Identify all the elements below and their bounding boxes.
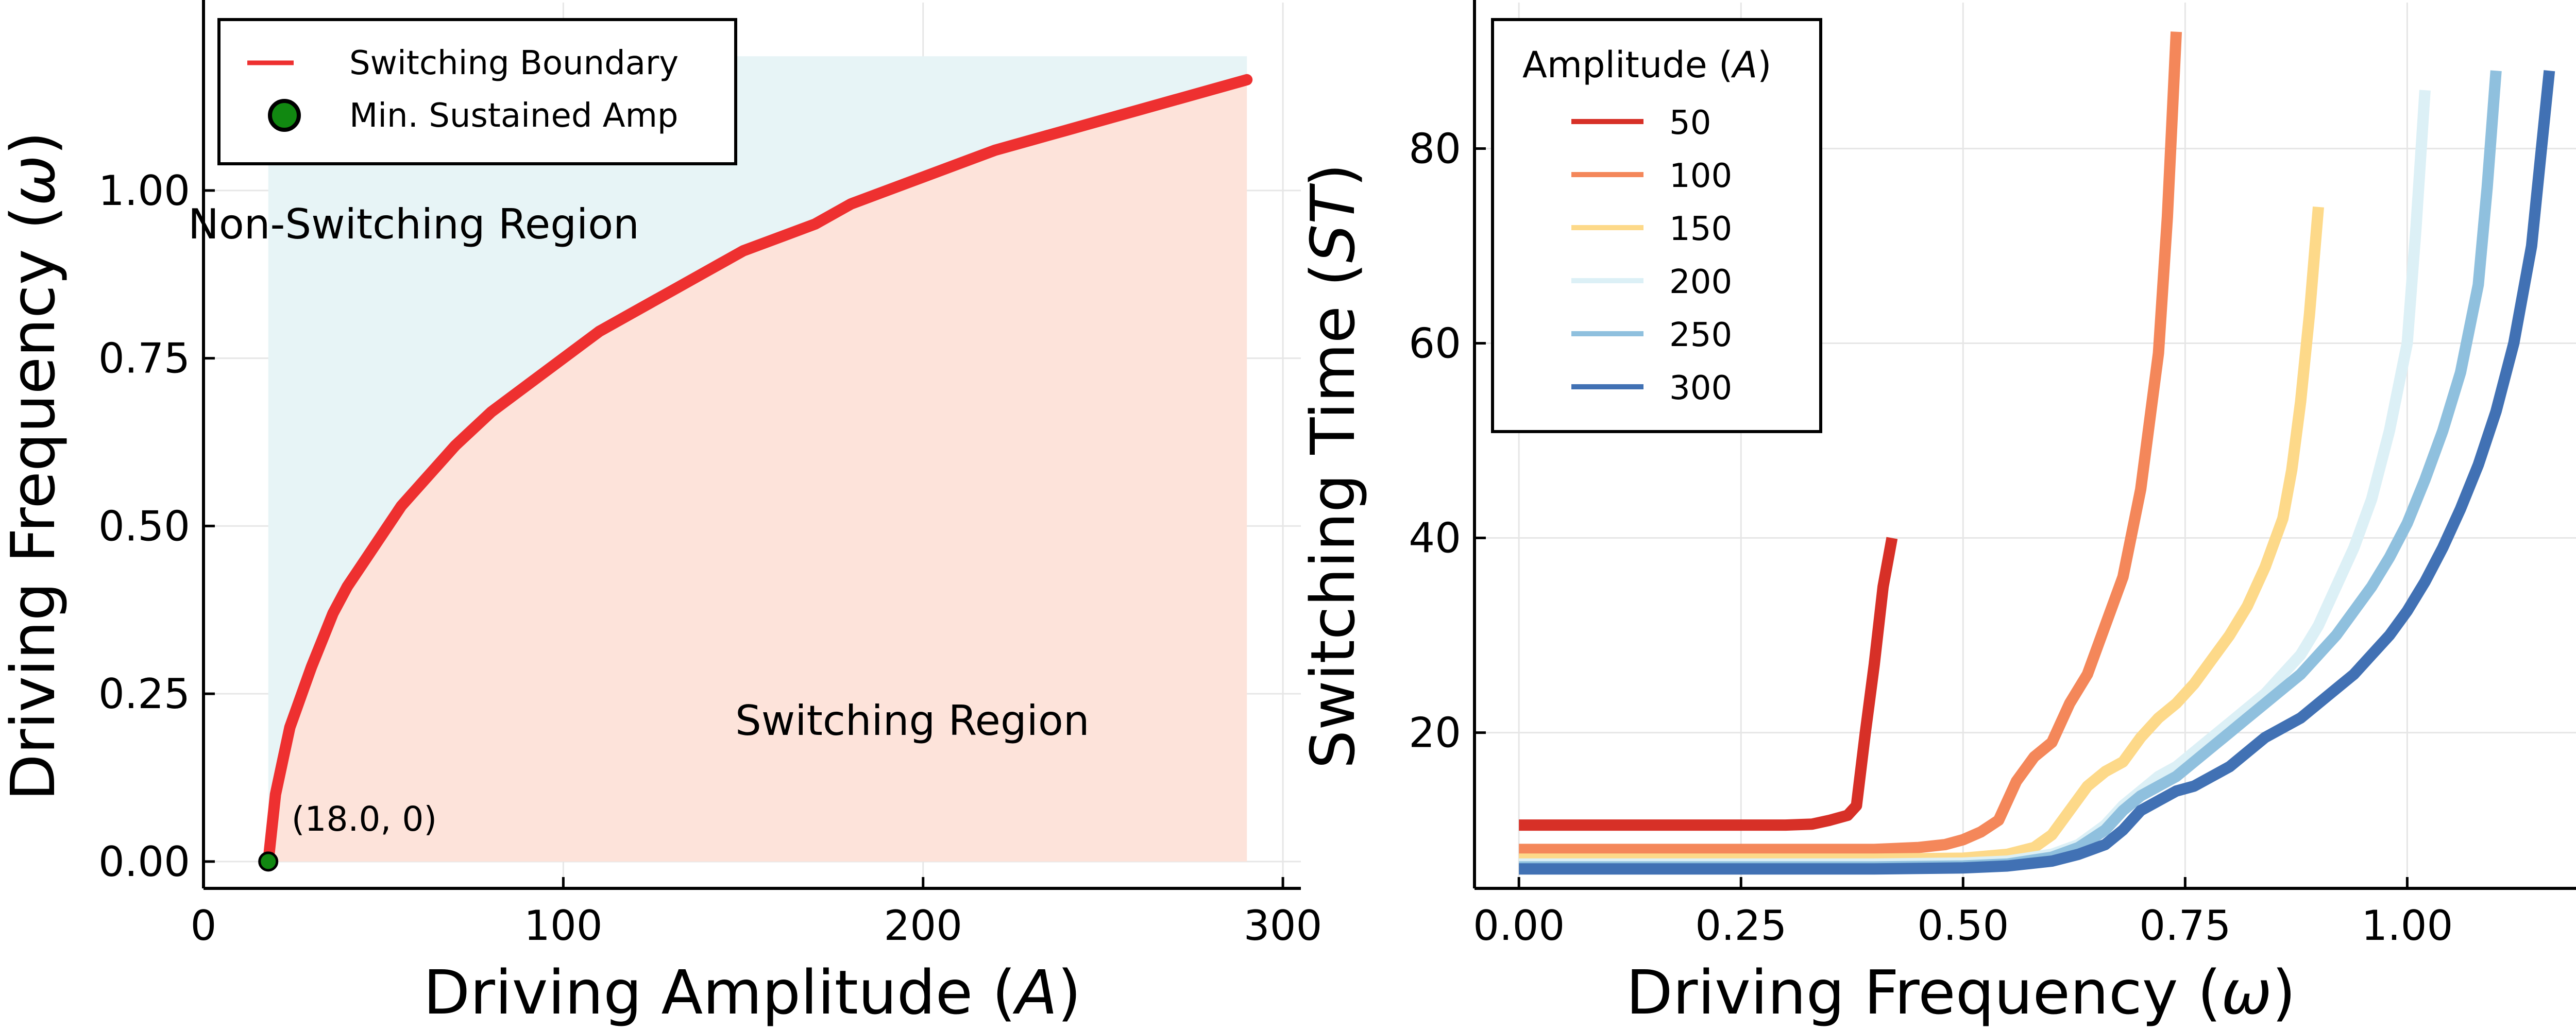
x-axis-label-variable: A bbox=[1012, 957, 1058, 1028]
x-tick-label: 0 bbox=[191, 902, 217, 950]
series-line-100 bbox=[1519, 31, 2182, 855]
y-tick-label: 0.00 bbox=[98, 838, 190, 886]
x-tick-label: 0.25 bbox=[1695, 902, 1787, 950]
legend-label-250: 250 bbox=[1669, 316, 1732, 354]
legend-boundary-label: Switching Boundary bbox=[349, 44, 679, 82]
x-tick-label: 1.00 bbox=[2361, 902, 2453, 950]
legend-title-end: ) bbox=[1757, 44, 1771, 86]
switching-region-fill bbox=[268, 79, 1247, 862]
y-tick-label: 1.00 bbox=[98, 167, 190, 215]
y-tick-label: 80 bbox=[1409, 125, 1461, 173]
switching-region-label: Switching Region bbox=[735, 697, 1090, 745]
y-tick-label: 0.25 bbox=[98, 670, 190, 718]
switching-time-legend: Amplitude (A) 50 100 150 200 250 300 bbox=[1491, 18, 1822, 433]
legend-items: 50 100 150 200 250 300 bbox=[1571, 104, 1732, 407]
y-tick-label: 60 bbox=[1409, 320, 1461, 368]
switching-boundary-line bbox=[262, 74, 1253, 867]
x-axis-label-end: ) bbox=[2272, 957, 2296, 1028]
y-tick-label: 0.50 bbox=[98, 502, 190, 550]
y-axis-label-end: ) bbox=[0, 131, 69, 155]
legend-min-amp-label: Min. Sustained Amp bbox=[349, 97, 679, 135]
x-tick-label: 0.00 bbox=[1473, 902, 1565, 950]
legend-min-amp-swatch bbox=[268, 99, 301, 132]
legend-title-main: Amplitude ( bbox=[1522, 44, 1733, 86]
switching-time-chart-grid bbox=[1475, 3, 2576, 888]
non-switching-region-fill bbox=[268, 56, 1247, 862]
y-axis-label-variable: ω bbox=[0, 155, 69, 206]
non-switching-region-label: Non-Switching Region bbox=[188, 200, 639, 248]
y-axis-label-main: Switching Time ( bbox=[1297, 263, 1368, 768]
switching-time-chart-ticks: 0.00 0.25 0.50 0.75 1.00 20 40 60 80 bbox=[1409, 125, 2453, 950]
legend-label-50: 50 bbox=[1669, 104, 1711, 142]
legend-label-150: 150 bbox=[1669, 210, 1732, 248]
legend-title: Amplitude (A) bbox=[1522, 44, 1771, 86]
x-tick-label: 0.50 bbox=[1917, 902, 2009, 950]
x-axis-label-main: Driving Frequency ( bbox=[1626, 957, 2221, 1028]
y-tick-label: 20 bbox=[1409, 709, 1461, 757]
y-axis-label-main: Driving Frequency ( bbox=[0, 206, 69, 801]
legend-frame bbox=[217, 18, 737, 165]
min-sustained-amp-marker bbox=[258, 851, 279, 872]
legend-label-100: 100 bbox=[1669, 157, 1732, 195]
y-tick-label: 0.75 bbox=[98, 335, 190, 383]
x-tick-label: 0.75 bbox=[2139, 902, 2231, 950]
x-tick-label: 100 bbox=[524, 902, 603, 950]
boundary-chart-y-axis-label: Driving Frequency (ω) bbox=[0, 131, 69, 801]
switching-time-chart-x-axis-label: Driving Frequency (ω) bbox=[1626, 957, 2296, 1028]
y-axis-label-end: ) bbox=[1297, 163, 1368, 187]
switching-time-series bbox=[1519, 31, 2555, 875]
min-point-annotation: (18.0, 0) bbox=[292, 799, 437, 839]
x-tick-label: 300 bbox=[1244, 902, 1323, 950]
legend-title-variable: A bbox=[1731, 44, 1757, 86]
x-tick-label: 200 bbox=[884, 902, 962, 950]
boundary-chart-x-axis-label: Driving Amplitude (A) bbox=[423, 957, 1081, 1028]
series-line-300 bbox=[1519, 70, 2555, 875]
legend-label-300: 300 bbox=[1669, 369, 1732, 407]
boundary-chart-legend: Switching Boundary Min. Sustained Amp bbox=[217, 18, 737, 165]
y-axis-label-variable: ST bbox=[1297, 183, 1368, 263]
switching-time-chart-y-axis-label: Switching Time (ST) bbox=[1297, 163, 1368, 768]
x-axis-label-end: ) bbox=[1057, 957, 1081, 1028]
legend-frame bbox=[1491, 18, 1822, 433]
switching-time-chart: 0.00 0.25 0.50 0.75 1.00 20 40 60 80 Driving Fre… bbox=[1297, 0, 2576, 1028]
y-tick-label: 40 bbox=[1409, 514, 1461, 562]
boundary-chart-ticks: 0 100 200 300 0.00 0.25 0.50 0.75 1.00 bbox=[98, 167, 1323, 950]
x-axis-label-main: Driving Amplitude ( bbox=[423, 957, 1016, 1028]
series-line-50 bbox=[1519, 537, 1898, 831]
legend-label-200: 200 bbox=[1669, 263, 1732, 301]
x-axis-label-variable: ω bbox=[2221, 957, 2272, 1028]
boundary-chart: (18.0, 0) Non-Switching Region Switching… bbox=[0, 0, 1322, 1028]
